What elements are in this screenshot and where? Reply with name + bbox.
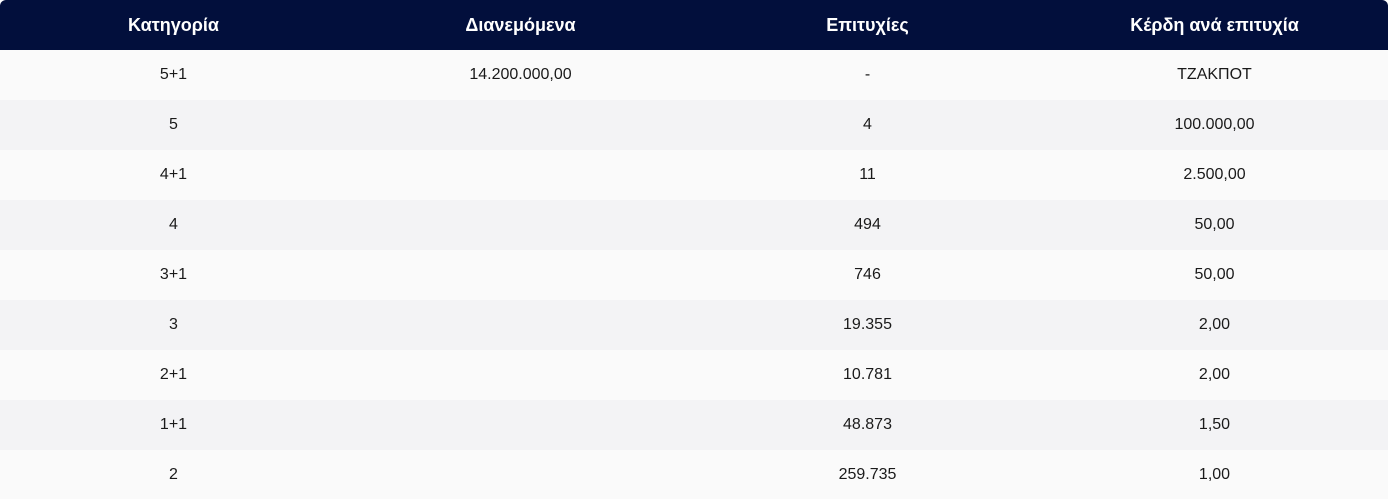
cell-category: 4+1: [159, 166, 188, 183]
table-row: 1+1 48.873 1,50: [0, 400, 1388, 450]
header-prize-per-winner: Κέρδη ανά επιτυχία: [1130, 14, 1299, 35]
cell-prize: 100.000,00: [1174, 116, 1255, 133]
cell-winners: 4: [863, 116, 872, 133]
cell-distributed: [347, 400, 694, 450]
cell-distributed: [347, 300, 694, 350]
cell-distributed: 14.200.000,00: [469, 66, 572, 83]
cell-category: 2+1: [159, 366, 188, 383]
cell-winners: 11: [859, 166, 876, 183]
cell-category: 3: [169, 316, 178, 333]
header-row: Κατηγορία Διανεμόμενα Επιτυχίες Κέρδη αν…: [0, 0, 1388, 50]
cell-prize: ΤΖΑΚΠΟΤ: [1177, 66, 1252, 83]
cell-prize: 2.500,00: [1183, 166, 1246, 183]
cell-winners: 259.735: [838, 465, 897, 483]
cell-prize: 50,00: [1194, 266, 1235, 283]
table-row: 2+1 10.781 2,00: [0, 350, 1388, 400]
cell-category: 4: [169, 216, 178, 233]
cell-category: 5+1: [159, 66, 188, 83]
cell-prize: 2,00: [1198, 316, 1231, 333]
cell-winners: 494: [854, 216, 881, 233]
cell-winners: -: [864, 66, 871, 83]
cell-category: 5: [169, 116, 178, 133]
table-row: 5+1 14.200.000,00 - ΤΖΑΚΠΟΤ: [0, 50, 1388, 100]
cell-distributed: [347, 100, 694, 150]
cell-distributed: [347, 200, 694, 250]
cell-winners: 19.355: [843, 316, 892, 333]
cell-distributed: [347, 350, 694, 400]
cell-prize: 1,50: [1198, 416, 1231, 433]
header-winners: Επιτυχίες: [826, 14, 909, 35]
table-row: 4+1 11 2.500,00: [0, 150, 1388, 200]
cell-prize: 50,00: [1194, 216, 1235, 233]
table-header: Κατηγορία Διανεμόμενα Επιτυχίες Κέρδη αν…: [0, 0, 1388, 50]
table-row: 3 19.355 2,00: [0, 300, 1388, 350]
table-body: 5+1 14.200.000,00 - ΤΖΑΚΠΟΤ 5 4 100.000,…: [0, 50, 1388, 499]
cell-category: 2: [169, 465, 178, 483]
cell-winners: 10.781: [843, 366, 892, 383]
cell-distributed: [347, 150, 694, 200]
cell-prize: 1,00: [1198, 465, 1231, 483]
table-row: 4 494 50,00: [0, 200, 1388, 250]
cell-distributed: [347, 250, 694, 300]
table-row: 3+1 746 50,00: [0, 250, 1388, 300]
cell-category: 1+1: [159, 416, 188, 433]
cell-winners: 746: [854, 266, 881, 283]
table-row: 2 259.735 1,00: [0, 450, 1388, 499]
table-row: 5 4 100.000,00: [0, 100, 1388, 150]
cell-distributed: [347, 450, 694, 499]
header-distributed: Διανεμόμενα: [465, 14, 576, 35]
cell-winners: 48.873: [843, 416, 892, 433]
cell-category: 3+1: [159, 266, 188, 283]
header-category: Κατηγορία: [128, 14, 219, 35]
cell-prize: 2,00: [1198, 366, 1231, 383]
